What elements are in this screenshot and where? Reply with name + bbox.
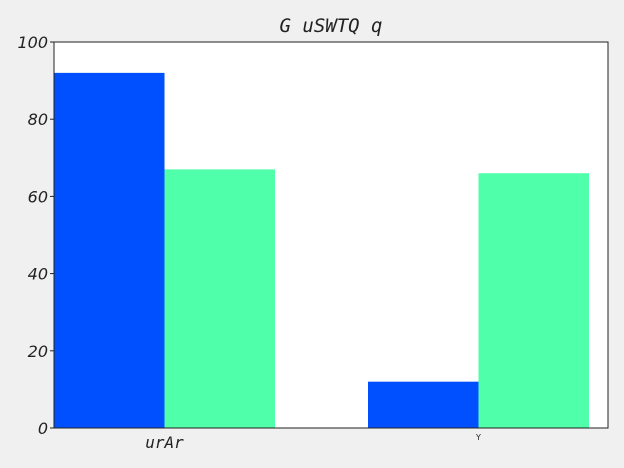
bar-series-2-y: [478, 173, 589, 428]
bar-series-2-urar: [164, 169, 275, 428]
plot-frame: [53, 41, 609, 429]
chart-title: G uSWTQ q: [280, 15, 383, 37]
y-tick-label: 100: [17, 33, 48, 52]
x-axis: urAr Y: [145, 433, 481, 452]
x-tick-label-urar: urAr: [145, 433, 184, 452]
y-axis: 0 20 40 60 80 100: [17, 33, 54, 438]
y-tick-label: 20: [28, 342, 48, 361]
y-tick-label: 60: [28, 187, 48, 206]
bar-series-1-y: [368, 381, 479, 428]
y-tick-label: 0: [38, 419, 48, 438]
bar-series-1-urar: [54, 72, 165, 428]
x-tick-label-y: Y: [475, 433, 481, 442]
y-tick-label: 40: [28, 265, 48, 284]
y-tick-label: 80: [28, 110, 48, 129]
bars-layer: [54, 72, 589, 428]
